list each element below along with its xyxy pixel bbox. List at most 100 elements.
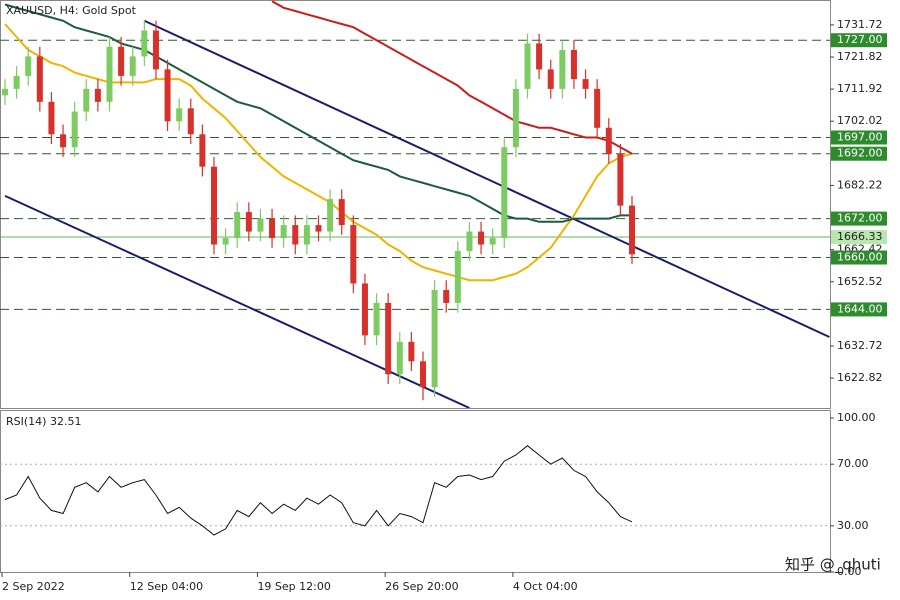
y-tick-label: 0.00 (837, 565, 862, 578)
rsi-line (4, 445, 633, 536)
level-label: 1697.00 (837, 131, 883, 144)
candle-body (396, 341, 403, 375)
last-price-box (831, 229, 887, 244)
candle-body (454, 251, 461, 303)
candle-body (83, 88, 90, 112)
moving-average (4, 3, 632, 223)
level-box (831, 33, 887, 48)
y-tick-label: 30.00 (837, 519, 869, 532)
level-box (831, 130, 887, 145)
candle-body (338, 199, 345, 226)
y-tick-label: 1702.02 (837, 114, 883, 127)
candle-body (2, 88, 8, 96)
level-label: 1660.00 (837, 251, 883, 264)
candle-body (582, 79, 589, 89)
level-label: 1672.00 (837, 212, 883, 225)
candle-body (408, 341, 415, 362)
candle-body (187, 108, 194, 135)
candle-body (71, 111, 78, 148)
candle-body (373, 302, 380, 336)
candle-body (234, 212, 241, 239)
candle-body (60, 134, 67, 148)
candle-body (512, 88, 519, 148)
candle-body (605, 127, 612, 154)
candle-body (559, 49, 566, 89)
candle-body (303, 225, 310, 245)
candle-body (489, 238, 496, 245)
rsi-plot (0, 445, 830, 536)
level-box (831, 146, 887, 161)
y-tick-label: 1682.22 (837, 178, 883, 191)
trendline (4, 194, 470, 408)
candle-body (617, 153, 624, 206)
candle-body (327, 199, 334, 232)
candle-body (350, 225, 357, 284)
candle-body (48, 101, 55, 135)
candle-body (211, 166, 217, 245)
rsi-panel (0, 410, 831, 573)
candle-body (292, 225, 299, 245)
candle-body (141, 30, 148, 57)
candle-body (36, 56, 43, 102)
last-price-label: 1666.33 (837, 230, 883, 243)
candle-body (129, 56, 136, 76)
candle-body (420, 361, 426, 388)
level-box (831, 211, 887, 226)
candle-body (536, 43, 543, 70)
level-box (831, 250, 887, 265)
y-tick-label: 1622.82 (837, 371, 883, 384)
y-tick-label: 1731.72 (837, 18, 883, 31)
candle-body (13, 75, 20, 89)
candle-body (570, 49, 577, 80)
trendline (143, 19, 830, 338)
candle-body (245, 212, 252, 232)
candle-body (594, 88, 601, 128)
y-tick-label: 100.00 (837, 411, 876, 424)
x-tick-label: 12 Sep 04:00 (130, 580, 203, 593)
candle-body (118, 46, 125, 76)
candle-body (478, 231, 485, 245)
y-tick-label: 1652.52 (837, 275, 883, 288)
candle-body (443, 289, 450, 303)
level-label: 1644.00 (837, 302, 883, 315)
chart-title: XAUUSD, H4: Gold Spot (6, 4, 137, 17)
price-panel (0, 0, 831, 409)
candle-body (315, 225, 322, 232)
candle-body (431, 289, 438, 388)
y-tick-label: 1632.72 (837, 339, 883, 352)
price-plot (0, 0, 830, 408)
moving-average (271, 0, 633, 155)
rsi-title: RSI(14) 32.51 (6, 415, 81, 428)
y-tick-label: 1711.92 (837, 82, 883, 95)
candle-body (25, 56, 32, 76)
candle-body (629, 205, 635, 255)
x-tick-label: 2 Sep 2022 (2, 580, 65, 593)
y-tick-label: 70.00 (837, 457, 869, 470)
candle-body (106, 46, 113, 102)
candle-body (524, 43, 531, 89)
watermark: 知乎 @_qhuti (785, 556, 881, 575)
candle-body (164, 69, 171, 122)
candle-body (269, 218, 276, 239)
candle-body (385, 302, 392, 375)
axes: 1731.721721.821711.921702.021682.221662.… (1, 18, 887, 593)
level-label: 1692.00 (837, 147, 883, 160)
candle-body (501, 147, 508, 239)
y-tick-label: 1721.82 (837, 50, 883, 63)
candle-body (361, 283, 368, 336)
x-tick-label: 4 Oct 04:00 (513, 580, 578, 593)
x-tick-label: 26 Sep 20:00 (385, 580, 458, 593)
candle-body (222, 238, 229, 245)
candle-body (547, 69, 554, 89)
candle-body (94, 88, 101, 102)
x-tick-label: 19 Sep 12:00 (257, 580, 330, 593)
level-label: 1727.00 (837, 33, 883, 46)
candle-body (176, 108, 183, 122)
candle-body (257, 218, 264, 232)
candle-body (280, 225, 287, 239)
candle-body (199, 134, 206, 167)
candle-body (152, 30, 159, 70)
candle-body (466, 231, 473, 252)
level-box (831, 302, 887, 317)
